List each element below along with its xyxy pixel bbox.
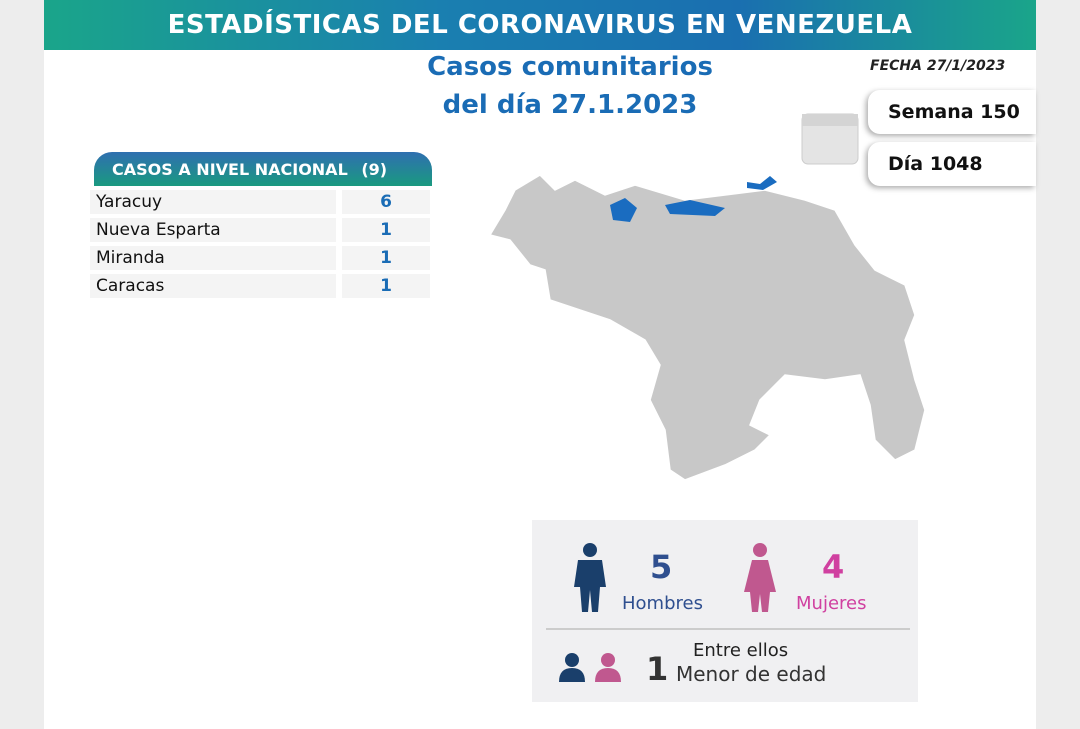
title: ESTADÍSTICAS DEL CORONAVIRUS EN VENEZUEL… [167,10,913,40]
divider [546,628,910,630]
row-value: 6 [342,190,430,214]
row-name: Miranda [90,246,336,270]
man-icon [574,543,606,612]
minors-label: Menor de edad [676,662,827,686]
row-name: Caracas [90,274,336,298]
row-name: Nueva Esparta [90,218,336,242]
day: Día 1048 [868,142,1036,186]
woman-icon [744,543,776,612]
women-count: 4 [822,548,845,586]
table-title: CASOS A NIVEL NACIONAL [112,160,348,179]
subtitle: del día 27.1.2023 [442,90,698,120]
women-label: Mujeres [796,593,867,614]
row-value: 1 [342,218,430,242]
subtitle: Casos comunitarios [427,52,713,82]
row-value: 1 [342,246,430,270]
table-header: CASOS A NIVEL NACIONAL (9) [94,152,432,186]
banner [44,0,1036,50]
table-total: (9) [361,160,388,179]
minors-count: 1 [646,650,669,688]
children-icon [559,653,621,682]
map [488,174,926,480]
date: FECHA 27/1/2023 [870,58,1006,74]
men-label: Hombres [622,593,703,614]
row-name: Yaracuy [90,190,336,214]
row-value: 1 [342,274,430,298]
week: Semana 150 [868,90,1036,134]
minors-intro: Entre ellos [693,640,789,661]
calendar-icon [801,113,859,165]
men-count: 5 [650,548,673,586]
